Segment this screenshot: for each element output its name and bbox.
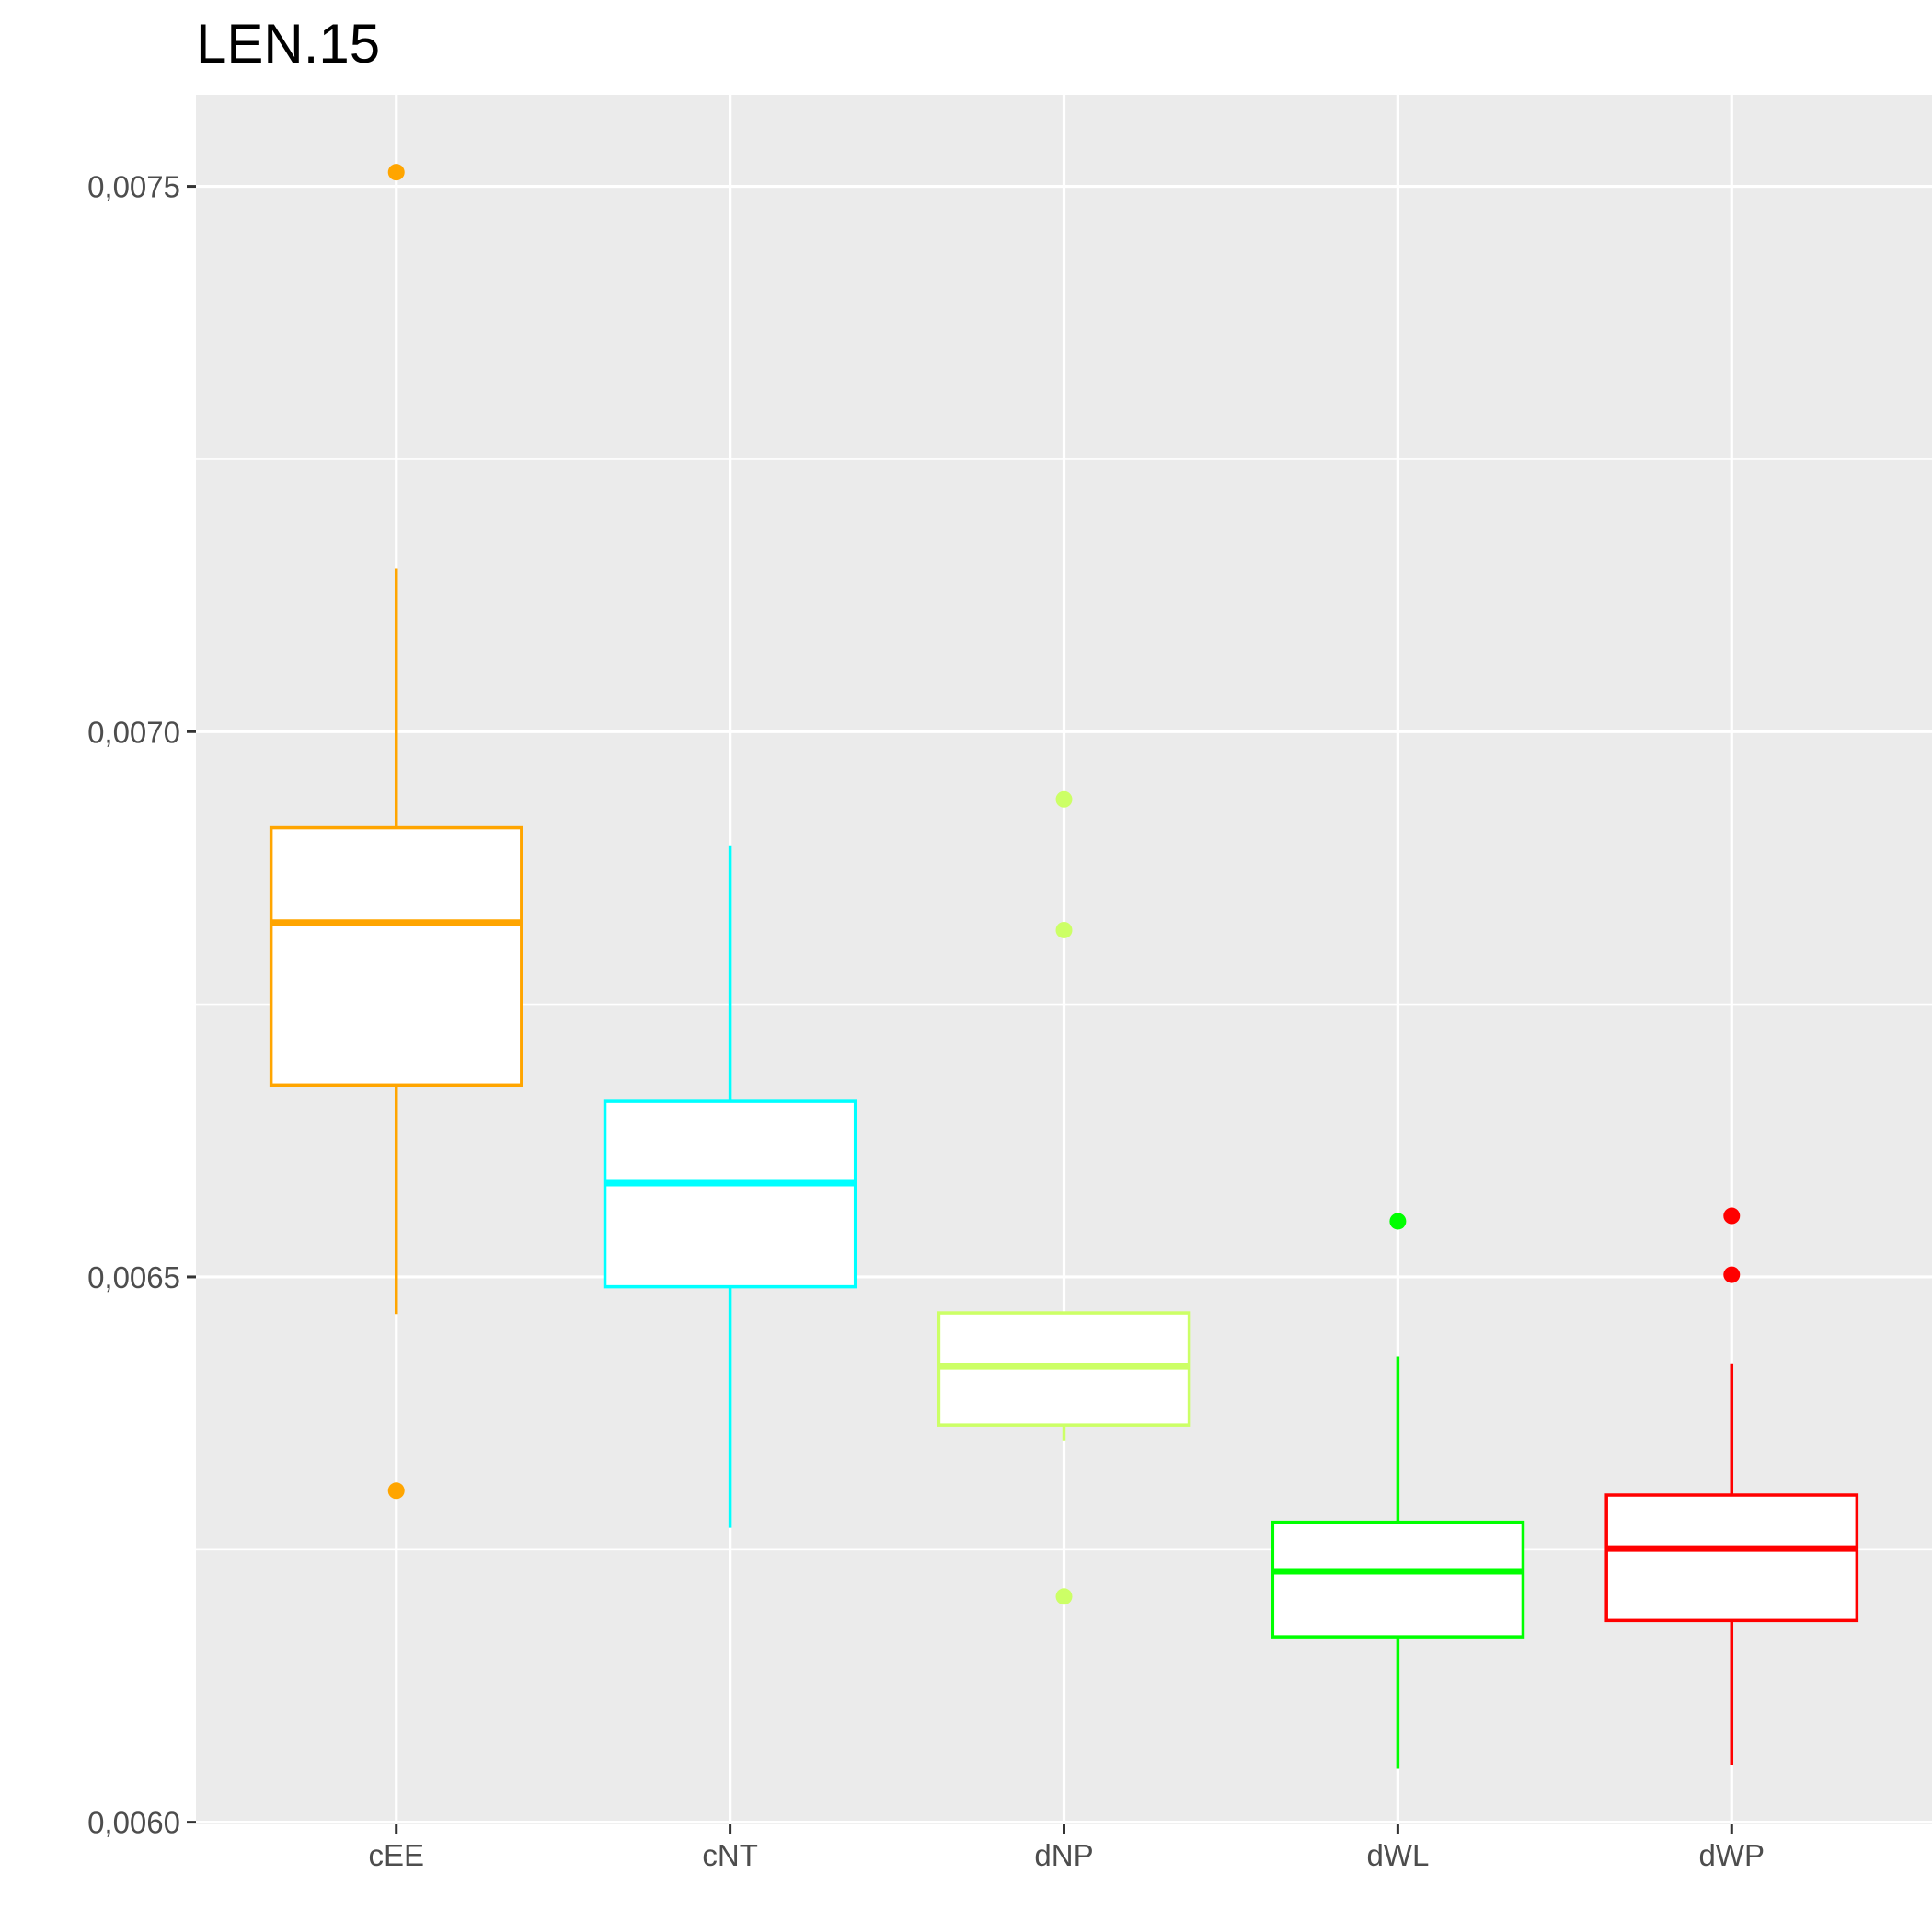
x-tick-label-dWP: dWP xyxy=(1699,1838,1765,1872)
outlier-dNP-0 xyxy=(1055,790,1073,808)
y-tick-label-2: 0,0070 xyxy=(87,715,180,749)
y-tick-label-0: 0,0060 xyxy=(87,1806,180,1840)
outlier-cEE-0 xyxy=(387,164,405,181)
box-layer xyxy=(269,164,1859,1769)
outlier-dWP-0 xyxy=(1723,1207,1741,1225)
box-cEE xyxy=(269,825,523,1087)
box-group-cNT xyxy=(603,845,857,1528)
outlier-dWL-0 xyxy=(1389,1213,1407,1230)
box-group-dNP xyxy=(937,790,1191,1605)
box-dWL xyxy=(1271,1520,1525,1639)
x-tick-label-cEE: cEE xyxy=(368,1838,424,1872)
box-group-dWL xyxy=(1271,1213,1525,1769)
x-tick-label-cNT: cNT xyxy=(702,1838,758,1872)
box-dWP xyxy=(1604,1493,1859,1623)
box-cNT xyxy=(603,1099,857,1289)
outlier-cEE-1 xyxy=(387,1482,405,1500)
chart-title: LEN.15 xyxy=(196,13,380,75)
axis-layer: 0,0060 0,0065 0,0070 0,0075 cEE cNT dNP dWL dWP xyxy=(87,170,1765,1872)
box-group-dWP xyxy=(1604,1207,1859,1765)
outlier-dWP-1 xyxy=(1723,1266,1741,1283)
box-group-cEE xyxy=(269,164,523,1500)
y-tick-label-3: 0,0075 xyxy=(87,170,180,204)
x-tick-label-dWL: dWL xyxy=(1366,1838,1429,1872)
x-tick-label-dNP: dNP xyxy=(1034,1838,1093,1872)
outlier-dNP-2 xyxy=(1055,1588,1073,1605)
y-tick-label-1: 0,0065 xyxy=(87,1260,180,1294)
outlier-dNP-1 xyxy=(1055,921,1073,938)
